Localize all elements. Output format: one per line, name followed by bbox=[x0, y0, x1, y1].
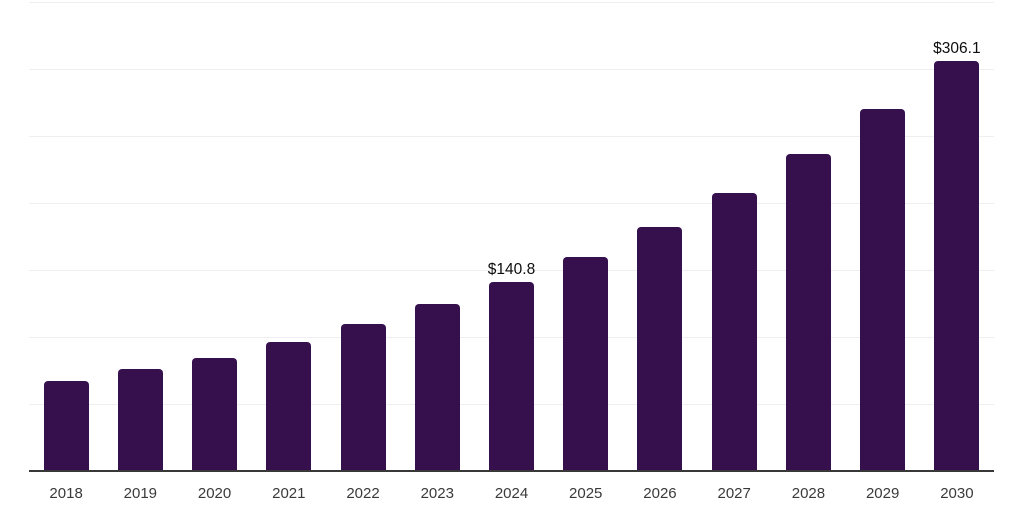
bar-2027 bbox=[711, 193, 757, 470]
x-tick-label-2026: 2026 bbox=[643, 485, 677, 502]
x-tick-label-2021: 2021 bbox=[272, 485, 306, 502]
bar-2030 bbox=[934, 60, 980, 470]
x-tick-label-2024: 2024 bbox=[494, 485, 529, 502]
bar-2024 bbox=[489, 282, 534, 470]
gridline-300 bbox=[29, 69, 994, 70]
bar-2019 bbox=[117, 369, 163, 470]
bar-2018 bbox=[43, 381, 89, 470]
x-tick-label-2025: 2025 bbox=[569, 485, 603, 502]
bar-2025 bbox=[563, 256, 609, 470]
x-tick-label-2018: 2018 bbox=[49, 485, 83, 502]
bar-2028 bbox=[785, 154, 831, 470]
x-tick-label-2028: 2028 bbox=[791, 485, 826, 502]
x-tick-label-2027: 2027 bbox=[717, 485, 751, 502]
bar-2023 bbox=[414, 303, 460, 470]
x-tick-label-2019: 2019 bbox=[123, 485, 158, 502]
gridline-250 bbox=[29, 136, 994, 137]
x-tick-label-2030: 2030 bbox=[940, 485, 974, 502]
x-tick-label-2029: 2029 bbox=[865, 485, 900, 502]
x-tick-label-2020: 2020 bbox=[197, 485, 232, 502]
x-axis-line bbox=[29, 470, 994, 472]
bar-2026 bbox=[637, 226, 683, 470]
gridline-200 bbox=[29, 203, 994, 204]
gridline-150 bbox=[29, 270, 994, 271]
x-tick-label-2022: 2022 bbox=[346, 485, 380, 502]
bar-2021 bbox=[266, 341, 312, 470]
bar-2029 bbox=[860, 109, 906, 470]
x-tick-label-2023: 2023 bbox=[420, 485, 454, 502]
gridline-350 bbox=[29, 2, 994, 3]
data-label-2030: $306.1 bbox=[933, 39, 981, 57]
bar-2020 bbox=[192, 357, 238, 470]
bar-2022 bbox=[340, 323, 386, 470]
data-label-2024: $140.8 bbox=[487, 261, 536, 279]
